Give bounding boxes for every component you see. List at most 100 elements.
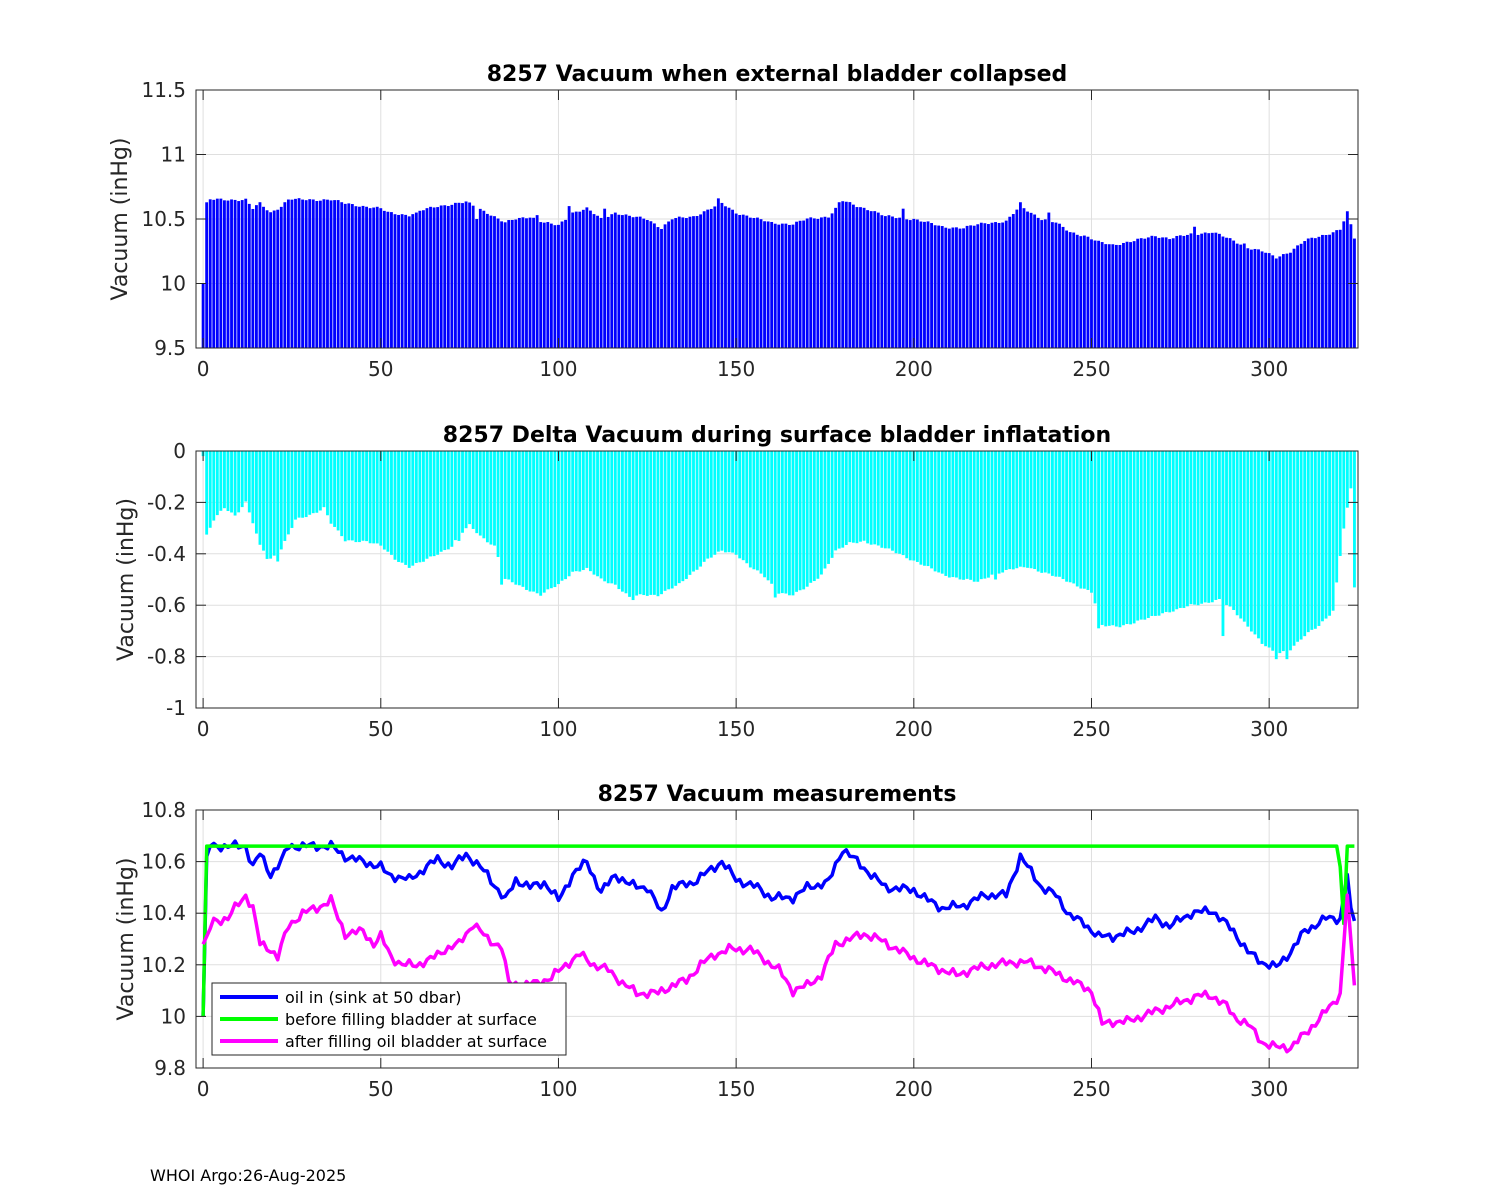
bar <box>1033 451 1037 570</box>
bar <box>1186 234 1189 348</box>
bar <box>1157 237 1161 348</box>
bar <box>681 217 685 348</box>
bar <box>521 217 525 348</box>
bar <box>969 451 973 580</box>
bar <box>1203 232 1207 348</box>
bar <box>418 210 422 348</box>
y-tick-label: -0.8 <box>147 645 186 669</box>
bar <box>457 451 461 541</box>
bar <box>955 451 958 578</box>
bar <box>983 451 987 579</box>
x-tick-label: 0 <box>197 1077 210 1101</box>
x-tick-label: 300 <box>1250 1077 1288 1101</box>
bar <box>361 451 365 541</box>
bar <box>1150 235 1154 348</box>
bar <box>1040 220 1044 348</box>
bar <box>1228 238 1232 348</box>
bar <box>1306 238 1310 348</box>
bar <box>965 225 969 348</box>
bar <box>1257 249 1260 348</box>
bar <box>1292 248 1296 348</box>
bar <box>812 218 816 348</box>
bar <box>1303 241 1307 348</box>
bar <box>1058 223 1061 348</box>
x-tick-label: 50 <box>368 357 393 381</box>
bar <box>724 451 727 553</box>
bar <box>1313 451 1317 629</box>
axes-frame <box>195 809 1359 1069</box>
y-tick-label: 11.5 <box>141 78 186 102</box>
bar <box>1058 451 1061 577</box>
bar <box>429 451 432 557</box>
bar <box>987 224 990 348</box>
bar <box>564 451 567 580</box>
bar <box>883 216 887 348</box>
bar <box>716 451 720 552</box>
bar <box>1079 451 1083 589</box>
bar <box>969 225 973 348</box>
bar <box>702 211 706 348</box>
bar <box>585 207 589 348</box>
bar <box>795 451 798 592</box>
bar <box>937 225 941 348</box>
bar <box>589 451 592 572</box>
bar <box>393 214 397 348</box>
bar <box>1004 220 1008 348</box>
bar <box>1210 451 1214 603</box>
bar <box>656 227 660 348</box>
bar <box>1143 451 1147 620</box>
bar <box>358 451 361 543</box>
bar <box>819 217 823 348</box>
x-tick-label: 0 <box>197 717 210 741</box>
bar <box>1043 451 1047 573</box>
bar <box>905 219 909 348</box>
bar <box>215 451 219 516</box>
bar <box>1161 237 1164 348</box>
bar <box>677 216 681 348</box>
bar <box>1239 451 1243 619</box>
bar <box>265 210 269 348</box>
bar <box>482 210 486 348</box>
bar <box>539 451 543 596</box>
bar <box>457 202 461 348</box>
bar <box>1150 451 1154 616</box>
bar <box>592 451 596 575</box>
bar <box>830 213 834 348</box>
bar <box>1299 243 1303 348</box>
bar <box>1225 237 1228 348</box>
bar <box>574 451 578 572</box>
bar <box>1281 254 1285 348</box>
bar <box>994 451 997 580</box>
bar <box>1264 451 1268 647</box>
bar <box>1164 237 1168 348</box>
bar <box>365 451 368 542</box>
bar <box>1015 209 1019 348</box>
bar <box>635 451 639 596</box>
bar <box>905 451 909 559</box>
bar <box>237 451 241 513</box>
bar <box>1232 451 1236 610</box>
bar <box>720 202 724 348</box>
bar <box>1214 451 1218 600</box>
bar <box>1281 451 1285 652</box>
bar <box>1061 226 1065 348</box>
bar <box>429 206 432 348</box>
bar <box>809 451 813 583</box>
y-tick-label: 10 <box>161 1004 186 1028</box>
bar <box>738 214 742 348</box>
bar <box>649 221 653 348</box>
bar <box>244 198 248 348</box>
bar <box>1321 234 1324 348</box>
bar <box>1257 451 1260 639</box>
bar <box>318 200 322 348</box>
bar <box>340 202 344 348</box>
bar <box>613 451 617 585</box>
bar <box>1221 236 1225 348</box>
bar <box>1214 232 1218 348</box>
bar <box>496 451 500 557</box>
bar <box>915 219 919 348</box>
bar <box>272 451 276 556</box>
bar <box>436 451 440 555</box>
bar <box>1022 451 1026 568</box>
bar <box>652 451 656 595</box>
